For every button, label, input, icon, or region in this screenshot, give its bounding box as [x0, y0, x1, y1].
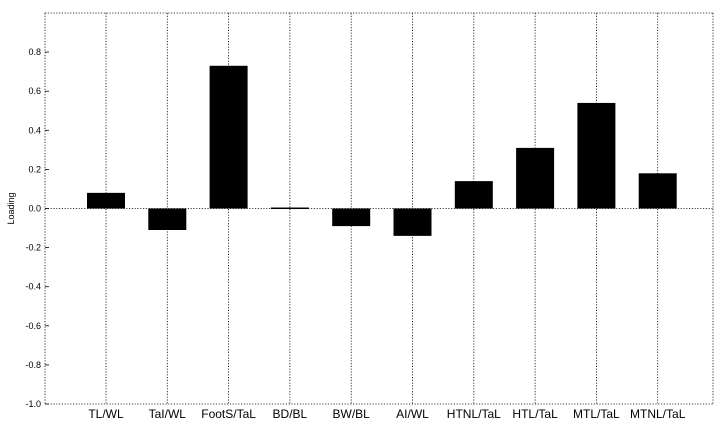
y-tick-label: -0.6 [25, 321, 41, 331]
label-layer: -1.0 -0.8 -0.6 -0.4 -0.2 0.0 0.2 0.4 0.6 0.8 TL/WL… [6, 47, 686, 421]
y-tick-label: -1.0 [25, 399, 41, 409]
bar-bw-bl [332, 208, 371, 227]
x-category-label: BW/BL [333, 407, 371, 421]
bar-layer [87, 65, 677, 236]
bar-tai-wl [148, 208, 187, 231]
x-category-label: TaI/WL [149, 407, 187, 421]
x-category-label: HTNL/TaL [447, 407, 501, 421]
grid-layer [45, 12, 714, 404]
bar-ai-wl [393, 208, 432, 236]
bar-htl-tal [516, 147, 555, 209]
x-category-label: TL/WL [88, 407, 124, 421]
bar-htnl-tal [454, 181, 493, 209]
bar-foots-tal [209, 65, 248, 209]
x-category-label: MTNL/TaL [630, 407, 686, 421]
x-category-label: HTL/TaL [512, 407, 558, 421]
y-tick-label: 0.2 [28, 164, 41, 174]
x-category-label: MTL/TaL [573, 407, 620, 421]
bar-bd-bl [270, 207, 309, 210]
y-tick-label: -0.4 [25, 282, 41, 292]
bar-mtl-tal [577, 102, 616, 209]
y-tick-label: -0.2 [25, 243, 41, 253]
y-tick-label: 0.4 [28, 125, 41, 135]
y-tick-label: 0.0 [28, 204, 41, 214]
x-category-label: AI/WL [396, 407, 429, 421]
y-tick-label: 0.8 [28, 47, 41, 57]
x-category-label: FootS/TaL [201, 407, 256, 421]
x-category-label: BD/BL [273, 407, 308, 421]
y-axis-title: Loading [6, 192, 16, 224]
y-tick-label: 0.6 [28, 86, 41, 96]
bar-mtnl-tal [638, 173, 677, 209]
bar-tl-wl [87, 192, 125, 209]
axis-layer [44, 13, 713, 405]
y-tick-label: -0.8 [25, 360, 41, 370]
